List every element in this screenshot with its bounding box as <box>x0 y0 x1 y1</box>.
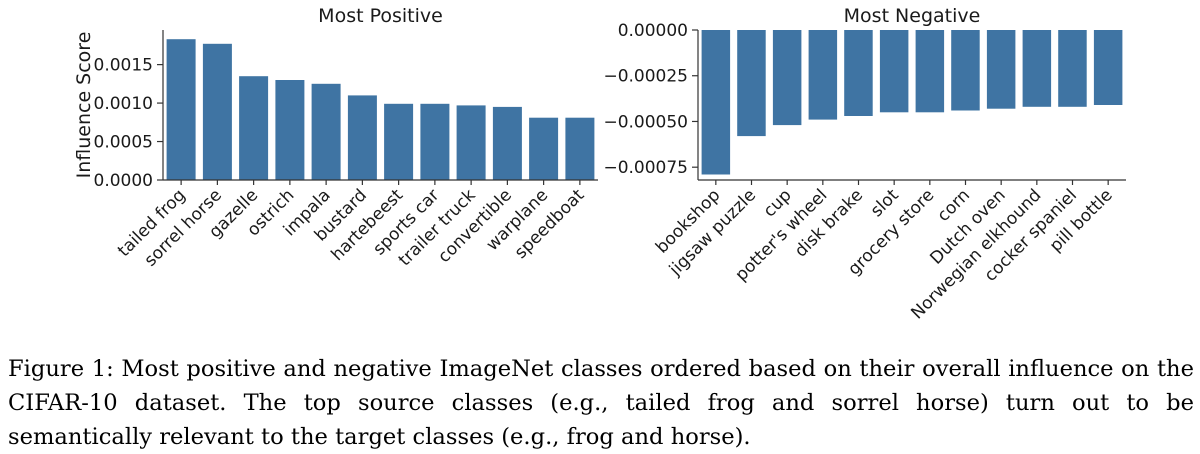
bar <box>915 30 945 113</box>
bar <box>565 117 595 180</box>
bar <box>808 30 838 120</box>
bar <box>420 103 450 180</box>
bar <box>275 80 305 180</box>
bar <box>239 76 269 180</box>
chart-title: Most Negative <box>844 5 981 27</box>
caption-text: Figure 1: Most positive and negative Ima… <box>8 356 1194 450</box>
bar <box>879 30 909 113</box>
bar <box>347 95 377 180</box>
bar <box>1022 30 1052 107</box>
y-tick-label: 0.0000 <box>94 171 153 191</box>
bar <box>492 106 522 180</box>
figure-caption: Figure 1: Most positive and negative Ima… <box>8 352 1194 454</box>
y-tick-label: −0.00025 <box>603 67 688 87</box>
chart-title: Most Positive <box>318 5 443 27</box>
y-tick-label: 0.0010 <box>94 94 153 114</box>
y-tick-label: 0.00000 <box>618 21 688 41</box>
bar <box>166 39 196 181</box>
y-tick-label: 0.0005 <box>94 133 153 153</box>
y-tick-label: −0.00050 <box>603 112 688 132</box>
bar <box>701 30 731 175</box>
bar <box>202 43 232 180</box>
bar <box>384 103 414 180</box>
y-axis-label: Influence Score <box>73 32 95 179</box>
bar <box>456 105 486 180</box>
y-tick-label: −0.00075 <box>603 158 688 178</box>
bar <box>772 30 802 126</box>
bar <box>844 30 873 116</box>
bar <box>1058 30 1087 107</box>
bar <box>986 30 1016 109</box>
y-tick-label: 0.0015 <box>94 56 153 76</box>
bar <box>951 30 980 111</box>
bar <box>311 83 341 180</box>
chart-negative: 0.00000−0.00025−0.00050−0.00075bookshopj… <box>603 5 1126 323</box>
bar <box>1093 30 1123 105</box>
bar <box>529 117 559 180</box>
bar <box>737 30 766 137</box>
